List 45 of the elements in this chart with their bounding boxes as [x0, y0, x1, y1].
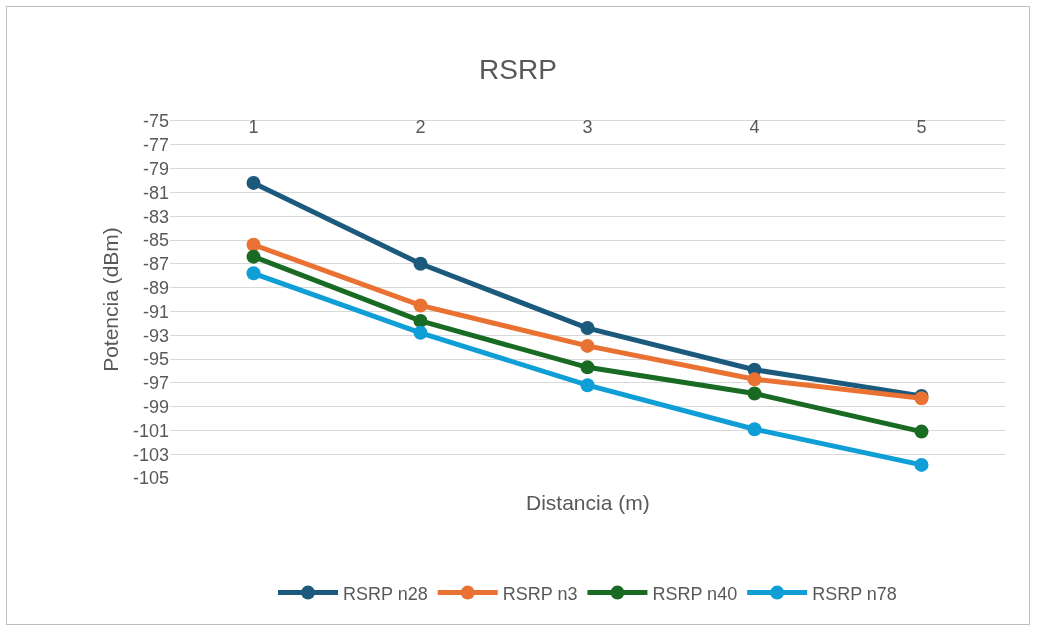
- y-tick-label: -97: [142, 373, 169, 394]
- y-tick-label: -91: [142, 301, 169, 322]
- point: [580, 338, 595, 353]
- legend-label: RSRP n28: [343, 583, 428, 604]
- x-tick-label: 2: [415, 117, 426, 137]
- point: [246, 237, 261, 252]
- legend-label: RSRP n78: [812, 583, 897, 604]
- y-tick-label: -103: [132, 444, 169, 465]
- point: [413, 256, 428, 271]
- y-axis-title: Potencia (dBm): [99, 227, 123, 372]
- point: [747, 422, 762, 437]
- point: [413, 313, 428, 328]
- point: [747, 372, 762, 387]
- y-tick-label: -75: [142, 111, 169, 132]
- x-tick-label: 4: [749, 117, 760, 137]
- point: [246, 175, 261, 190]
- y-tick-label: -93: [142, 325, 169, 346]
- y-tick-label: -83: [142, 206, 169, 227]
- point: [413, 325, 428, 340]
- y-tick-label: -85: [142, 230, 169, 251]
- y-tick-label: -79: [142, 158, 169, 179]
- point: [914, 457, 929, 472]
- point: [246, 249, 261, 264]
- x-tick-label: 1: [248, 117, 259, 137]
- y-tick-label: -89: [142, 277, 169, 298]
- point: [413, 298, 428, 313]
- y-tick-label: -77: [142, 135, 169, 156]
- legend-label: RSRP n40: [652, 583, 738, 604]
- y-tick-label: -87: [142, 254, 169, 275]
- x-tick-label: 3: [582, 117, 593, 137]
- y-tick-label: -81: [142, 182, 169, 203]
- legend-label: RSRP n3: [502, 583, 578, 604]
- y-tick-label: -105: [132, 468, 169, 489]
- chart-title: RSRP: [479, 53, 557, 85]
- point: [914, 424, 929, 439]
- point: [580, 321, 595, 336]
- x-tick-label: 5: [916, 117, 927, 137]
- point: [580, 360, 595, 375]
- y-tick-label: -99: [142, 396, 169, 417]
- x-axis-title: Distancia (m): [526, 491, 650, 514]
- y-tick-label: -101: [132, 420, 169, 441]
- y-tick-label: -95: [142, 349, 169, 370]
- point: [747, 386, 762, 401]
- point: [580, 378, 595, 393]
- point: [246, 266, 261, 281]
